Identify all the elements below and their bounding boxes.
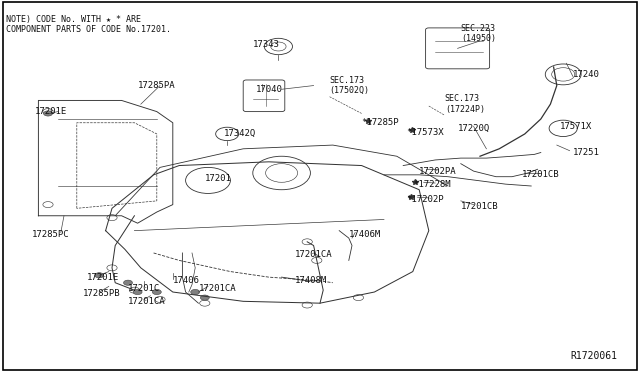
Text: NOTE) CODE No. WITH ★ * ARE
COMPONENT PARTS OF CODE No.17201.: NOTE) CODE No. WITH ★ * ARE COMPONENT PA… — [6, 15, 172, 34]
Text: 17285PA: 17285PA — [138, 81, 175, 90]
Text: 17040: 17040 — [256, 85, 283, 94]
Text: 17251: 17251 — [573, 148, 600, 157]
Text: 17408M: 17408M — [294, 276, 326, 285]
Text: *17573X: *17573X — [406, 128, 444, 137]
Circle shape — [200, 295, 209, 300]
Text: *17202P: *17202P — [406, 195, 444, 203]
Circle shape — [44, 111, 52, 116]
Circle shape — [133, 289, 142, 295]
Text: 17201: 17201 — [205, 174, 232, 183]
Circle shape — [191, 289, 200, 295]
Text: 17201CB: 17201CB — [522, 170, 559, 179]
Text: 17201CA: 17201CA — [294, 250, 332, 259]
Text: 17201C: 17201C — [128, 284, 160, 293]
Text: 17202PA: 17202PA — [419, 167, 457, 176]
Text: 17571X: 17571X — [560, 122, 592, 131]
Text: 17220Q: 17220Q — [458, 124, 490, 133]
Text: SEC.173
(17502Q): SEC.173 (17502Q) — [330, 76, 370, 95]
Text: SEC.223
(14950): SEC.223 (14950) — [461, 24, 496, 43]
Text: SEC.173
(17224P): SEC.173 (17224P) — [445, 94, 485, 114]
Circle shape — [124, 280, 132, 285]
Text: 17406: 17406 — [173, 276, 200, 285]
Text: R1720061: R1720061 — [571, 351, 618, 361]
Text: 17201CB: 17201CB — [461, 202, 499, 211]
Text: 17406M: 17406M — [349, 230, 381, 239]
Text: 17201CA: 17201CA — [128, 297, 166, 306]
Text: 17201E: 17201E — [86, 273, 118, 282]
FancyBboxPatch shape — [243, 80, 285, 112]
Circle shape — [152, 289, 161, 295]
Text: 17342Q: 17342Q — [224, 129, 256, 138]
Text: *17285P: *17285P — [362, 118, 399, 127]
Text: 17343: 17343 — [253, 40, 280, 49]
Text: 17240: 17240 — [573, 70, 600, 79]
Text: 17285PC: 17285PC — [32, 230, 70, 239]
FancyBboxPatch shape — [426, 28, 490, 69]
Text: 17285PB: 17285PB — [83, 289, 121, 298]
Circle shape — [95, 273, 104, 278]
Text: *17228M: *17228M — [413, 180, 451, 189]
Text: 17201E: 17201E — [35, 107, 67, 116]
Text: 17201CA: 17201CA — [198, 284, 236, 293]
